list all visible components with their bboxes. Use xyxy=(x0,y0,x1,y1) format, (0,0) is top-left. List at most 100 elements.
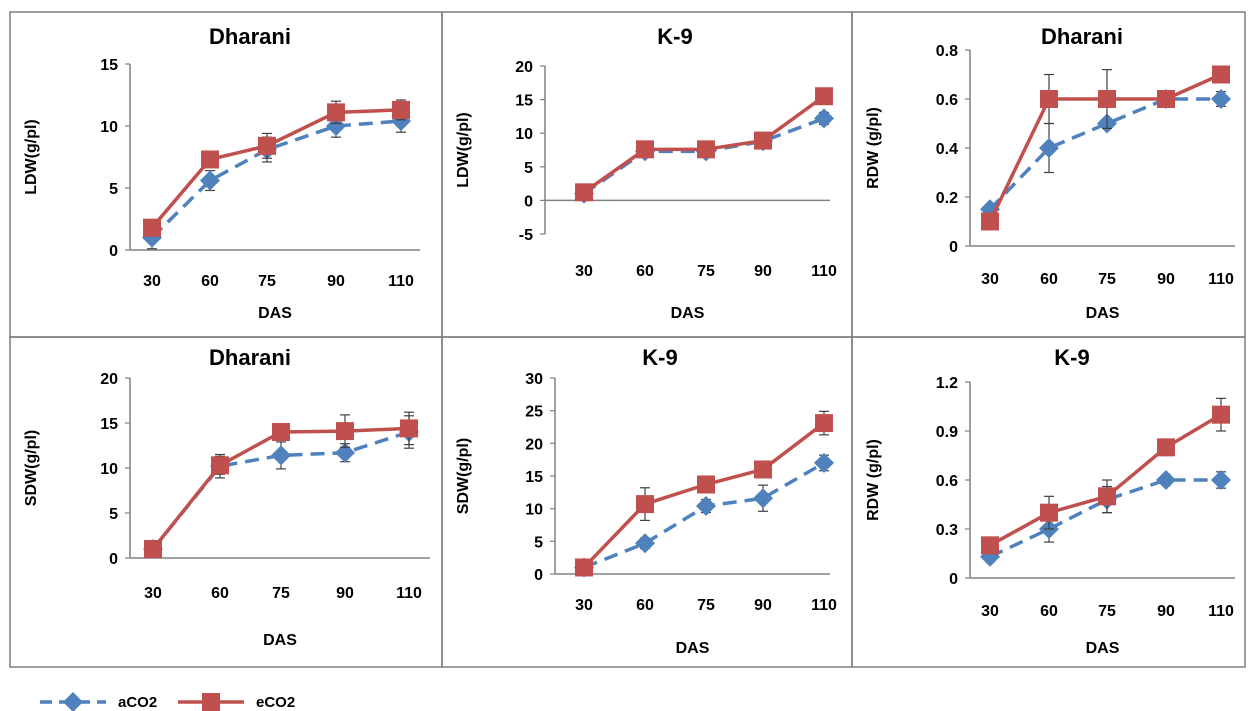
x-axis-label: DAS xyxy=(1086,640,1120,657)
y-tick-label: -5 xyxy=(519,227,533,244)
series-line xyxy=(582,421,826,569)
x-tick-label: 75 xyxy=(1098,603,1116,620)
square-marker xyxy=(636,140,654,159)
y-tick-label: 0 xyxy=(524,193,533,210)
square-marker xyxy=(258,136,276,155)
diamond-marker xyxy=(63,692,83,711)
chart-title: Dharani xyxy=(209,345,291,370)
y-tick-label: 0 xyxy=(949,571,958,588)
y-tick-label: 20 xyxy=(515,59,533,76)
diamond-marker xyxy=(1039,138,1059,158)
chart-title: K-9 xyxy=(642,345,677,370)
y-tick-label: 10 xyxy=(100,461,118,478)
y-tick-label: 5 xyxy=(524,160,533,177)
x-tick-label: 110 xyxy=(1208,271,1234,288)
x-tick-label: 75 xyxy=(258,273,276,290)
x-tick-label: 60 xyxy=(201,273,219,290)
y-tick-label: 25 xyxy=(525,404,543,421)
series-aCO2 xyxy=(980,89,1231,220)
x-tick-label: 30 xyxy=(981,603,999,620)
panel-border xyxy=(441,11,853,338)
x-tick-label: 75 xyxy=(697,597,715,614)
legend-label: eCO2 xyxy=(256,694,295,711)
square-marker xyxy=(211,456,229,475)
square-marker xyxy=(575,183,593,202)
y-tick-label: 5 xyxy=(109,181,118,198)
x-tick-label: 60 xyxy=(636,597,654,614)
x-tick-label: 90 xyxy=(754,263,772,280)
x-tick-label: 75 xyxy=(1098,271,1116,288)
square-marker xyxy=(754,460,772,479)
x-tick-label: 60 xyxy=(636,263,654,280)
diamond-marker xyxy=(1211,89,1231,109)
y-tick-label: 0 xyxy=(534,567,543,584)
x-axis-label: DAS xyxy=(258,305,292,322)
x-tick-label: 110 xyxy=(396,585,422,602)
x-tick-label: 30 xyxy=(981,271,999,288)
diamond-marker xyxy=(1211,470,1231,490)
x-tick-label: 60 xyxy=(1040,603,1058,620)
x-axis-label: DAS xyxy=(676,640,710,657)
series-eCO2 xyxy=(575,87,833,202)
chart-panel-3: Dharani 0 0.2 0.4 0.6 0.8 30 60 75 90 110 DAS RDW (g… xyxy=(865,24,1235,322)
y-axis-label: SDW(g/pl) xyxy=(455,438,472,514)
square-marker xyxy=(392,100,410,119)
y-tick-label: 20 xyxy=(100,371,118,388)
square-marker xyxy=(1212,65,1230,84)
square-marker xyxy=(272,423,290,441)
series-line xyxy=(150,108,402,229)
diamond-marker xyxy=(814,108,834,129)
square-marker xyxy=(1157,90,1175,108)
y-tick-label: 5 xyxy=(109,506,118,523)
diamond-marker xyxy=(271,445,291,466)
chart-panel-2: K-9 -5 0 5 10 15 20 30 60 75 90 110 DAS LDW(g/pl) xyxy=(455,24,837,322)
square-marker xyxy=(697,140,715,159)
diamond-marker xyxy=(200,170,220,191)
panels-group: Dharani 0 5 10 15 30 60 75 90 110 DAS LDW(g/pl) K-9 -… xyxy=(9,11,1246,668)
y-tick-label: 30 xyxy=(525,371,543,388)
square-marker xyxy=(143,218,161,237)
y-tick-label: 0 xyxy=(109,243,118,260)
x-tick-label: 110 xyxy=(811,597,837,614)
x-axis-label: DAS xyxy=(1086,305,1120,322)
square-marker xyxy=(754,131,772,150)
y-tick-label: 15 xyxy=(100,416,118,433)
chart-panel-6: K-9 0 0.3 0.6 0.9 1.2 30 60 75 90 110 DAS RDW (g/pl) xyxy=(865,345,1235,657)
x-axis-label: DAS xyxy=(263,632,297,649)
y-tick-label: 0 xyxy=(109,551,118,568)
x-tick-label: 60 xyxy=(1040,271,1058,288)
y-axis-label: LDW(g/pl) xyxy=(455,112,472,188)
y-tick-label: 5 xyxy=(534,534,543,551)
x-tick-label: 110 xyxy=(1208,603,1234,620)
y-tick-label: 20 xyxy=(525,436,543,453)
y-tick-label: 0 xyxy=(949,239,958,256)
y-axis-label: RDW (g/pl) xyxy=(865,107,882,189)
square-marker xyxy=(202,693,220,711)
x-tick-label: 30 xyxy=(143,273,161,290)
panel-border xyxy=(9,336,443,668)
x-axis-label: DAS xyxy=(671,305,705,322)
y-tick-label: 10 xyxy=(100,119,118,136)
x-tick-label: 30 xyxy=(575,263,593,280)
square-marker xyxy=(327,103,345,122)
square-marker xyxy=(1040,503,1058,522)
series-eCO2 xyxy=(144,411,418,558)
x-tick-label: 110 xyxy=(388,273,414,290)
square-marker xyxy=(981,212,999,231)
x-tick-label: 75 xyxy=(697,263,715,280)
square-marker xyxy=(1098,90,1116,108)
chart-title: K-9 xyxy=(1054,345,1089,370)
square-marker xyxy=(1040,90,1058,108)
y-tick-label: 0.6 xyxy=(936,473,958,490)
series-eCO2 xyxy=(575,410,833,577)
y-tick-label: 10 xyxy=(525,502,543,519)
x-tick-label: 90 xyxy=(327,273,345,290)
x-tick-label: 30 xyxy=(575,597,593,614)
y-axis-label: LDW(g/pl) xyxy=(23,119,40,195)
x-tick-label: 90 xyxy=(754,597,772,614)
square-marker xyxy=(815,87,833,106)
series-aCO2 xyxy=(142,109,411,250)
x-tick-label: 90 xyxy=(1157,271,1175,288)
diamond-marker xyxy=(696,496,716,517)
